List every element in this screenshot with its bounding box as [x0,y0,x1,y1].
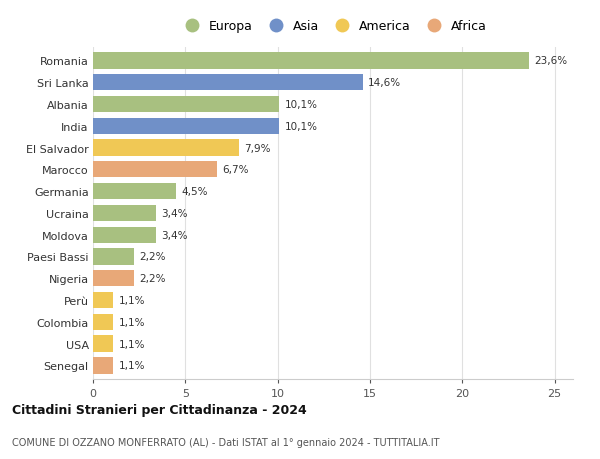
Bar [93,336,113,352]
Legend: Europa, Asia, America, Africa: Europa, Asia, America, Africa [176,17,490,35]
Text: 2,2%: 2,2% [139,252,166,262]
Bar [93,358,113,374]
Text: 1,1%: 1,1% [119,317,145,327]
Text: Cittadini Stranieri per Cittadinanza - 2024: Cittadini Stranieri per Cittadinanza - 2… [12,403,307,416]
Bar [93,118,280,134]
Text: 10,1%: 10,1% [285,100,318,110]
Bar [93,205,156,222]
Text: 3,4%: 3,4% [161,230,188,240]
Bar [93,75,362,91]
Text: 7,9%: 7,9% [244,143,271,153]
Text: 6,7%: 6,7% [222,165,249,175]
Bar [93,292,113,308]
Text: 1,1%: 1,1% [119,339,145,349]
Bar [93,140,239,157]
Text: COMUNE DI OZZANO MONFERRATO (AL) - Dati ISTAT al 1° gennaio 2024 - TUTTITALIA.IT: COMUNE DI OZZANO MONFERRATO (AL) - Dati … [12,437,439,447]
Bar [93,227,156,243]
Bar [93,96,280,113]
Text: 23,6%: 23,6% [534,56,568,66]
Bar [93,162,217,178]
Bar [93,184,176,200]
Bar [93,249,134,265]
Bar [93,314,113,330]
Bar [93,270,134,287]
Text: 14,6%: 14,6% [368,78,401,88]
Text: 4,5%: 4,5% [182,187,208,197]
Text: 10,1%: 10,1% [285,122,318,131]
Text: 1,1%: 1,1% [119,361,145,370]
Text: 3,4%: 3,4% [161,208,188,218]
Bar [93,53,529,69]
Text: 1,1%: 1,1% [119,296,145,305]
Text: 2,2%: 2,2% [139,274,166,284]
